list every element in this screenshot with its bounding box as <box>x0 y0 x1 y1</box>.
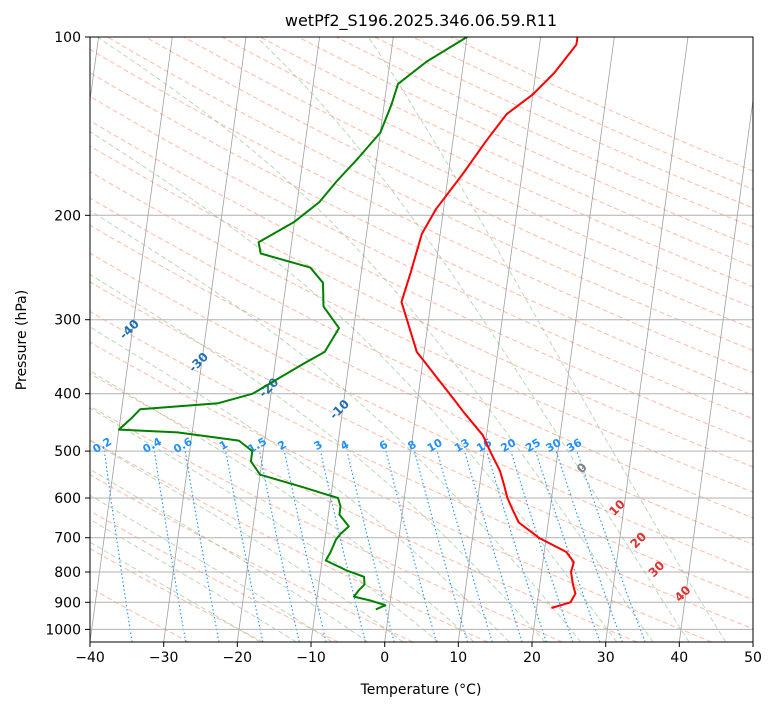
moist-adiabat-line <box>368 37 727 642</box>
x-tick-label: −20 <box>223 650 253 666</box>
y-tick-label: 800 <box>54 565 81 581</box>
x-tick-label: 30 <box>597 650 615 666</box>
moist-adiabat-line <box>90 439 404 642</box>
pressure-gridlines <box>90 37 753 630</box>
dry-adiabat-line <box>90 281 753 601</box>
y-tick-label: 600 <box>54 491 81 507</box>
y-tick-label: 500 <box>54 444 81 460</box>
moist-adiabat-line <box>256 37 690 642</box>
temperature-profile-line <box>400 37 579 609</box>
dry-adiabat-line <box>90 224 753 545</box>
dry-adiabat-line <box>90 405 563 642</box>
x-tick-label: 0 <box>380 650 389 666</box>
mixing-ratio-line <box>385 450 437 642</box>
isotherm-line <box>605 37 689 642</box>
moist-adiabat-line <box>90 273 546 642</box>
x-tick-label: 50 <box>744 650 762 666</box>
dry-adiabat-line <box>90 48 753 374</box>
mixing-ratio-line <box>510 450 574 642</box>
x-tick-label: 10 <box>449 650 467 666</box>
moist-adiabat-line <box>90 130 618 642</box>
x-axis-label: Temperature (°C) <box>360 682 482 698</box>
mixing-ratio-line <box>576 450 646 642</box>
y-axis-label: Pressure (hPa) <box>14 290 30 390</box>
mixing-ratio-line <box>436 450 493 642</box>
mixing-ratio-line <box>283 450 327 642</box>
mixing-ratio-lines <box>103 450 646 642</box>
isotherm-line <box>90 37 173 642</box>
y-tick-label: 200 <box>54 208 81 224</box>
dewpoint-profile-line <box>117 37 468 611</box>
dry-adiabat-line <box>90 439 488 642</box>
moist-adiabat-line <box>90 494 333 642</box>
dry-adiabat-line <box>90 310 753 630</box>
moist-adiabat-line <box>90 326 510 642</box>
y-tick-label: 700 <box>54 531 81 547</box>
moist-adiabat-line <box>90 518 297 642</box>
moist-adiabat-line <box>97 37 654 642</box>
y-tick-label: 1000 <box>45 622 81 638</box>
dry-adiabat-line <box>90 95 753 420</box>
mixing-ratio-line <box>555 450 623 642</box>
x-tick-label: −10 <box>296 650 326 666</box>
dry-adiabat-line <box>145 37 753 330</box>
isotherm-line <box>457 37 541 642</box>
mixing-ratio-line <box>535 450 601 642</box>
plot-frame <box>89 36 754 643</box>
dry-adiabat-line <box>90 197 753 519</box>
x-tick-label: 40 <box>670 650 688 666</box>
axes: −40 −30 −20 −10 0 10 20 30 40 50 1000 900 800 700 600 5… <box>45 30 762 666</box>
isotherm-line <box>163 37 247 642</box>
mixing-ratio-line <box>225 451 264 642</box>
chart-title: wetPf2_S196.2025.346.06.59.R11 <box>285 11 557 31</box>
isotherm-line <box>384 37 468 642</box>
mixing-ratio-line <box>258 450 300 642</box>
dry-adiabat-line <box>90 548 264 642</box>
moist-adiabat-line <box>90 370 475 642</box>
moist-adiabat-line <box>90 209 582 642</box>
x-tick-label: −30 <box>149 650 179 666</box>
x-tick-label: 20 <box>523 650 541 666</box>
mixing-ratio-line <box>413 450 469 642</box>
dry-adiabat-line <box>90 474 414 642</box>
mixing-ratio-line <box>464 450 523 642</box>
mixing-ratio-line <box>486 450 547 642</box>
dry-adiabat-line <box>183 37 753 309</box>
y-tick-label: 900 <box>54 595 81 611</box>
y-tick-label: 300 <box>54 313 81 329</box>
moist-adiabats <box>90 37 727 642</box>
isotherm-line <box>310 37 394 642</box>
y-tick-label: 400 <box>54 387 81 403</box>
mixing-ratio-line <box>319 450 366 642</box>
moist-adiabat-line <box>90 541 261 642</box>
isotherm-line <box>236 37 320 642</box>
isotherms <box>90 37 753 642</box>
dry-adiabat-line <box>107 37 753 352</box>
dry-adiabat-line <box>90 72 753 396</box>
isotherm-line <box>678 97 753 642</box>
profile-series <box>117 37 579 611</box>
y-tick-label: 100 <box>54 30 81 46</box>
x-tick-label: −40 <box>75 650 105 666</box>
